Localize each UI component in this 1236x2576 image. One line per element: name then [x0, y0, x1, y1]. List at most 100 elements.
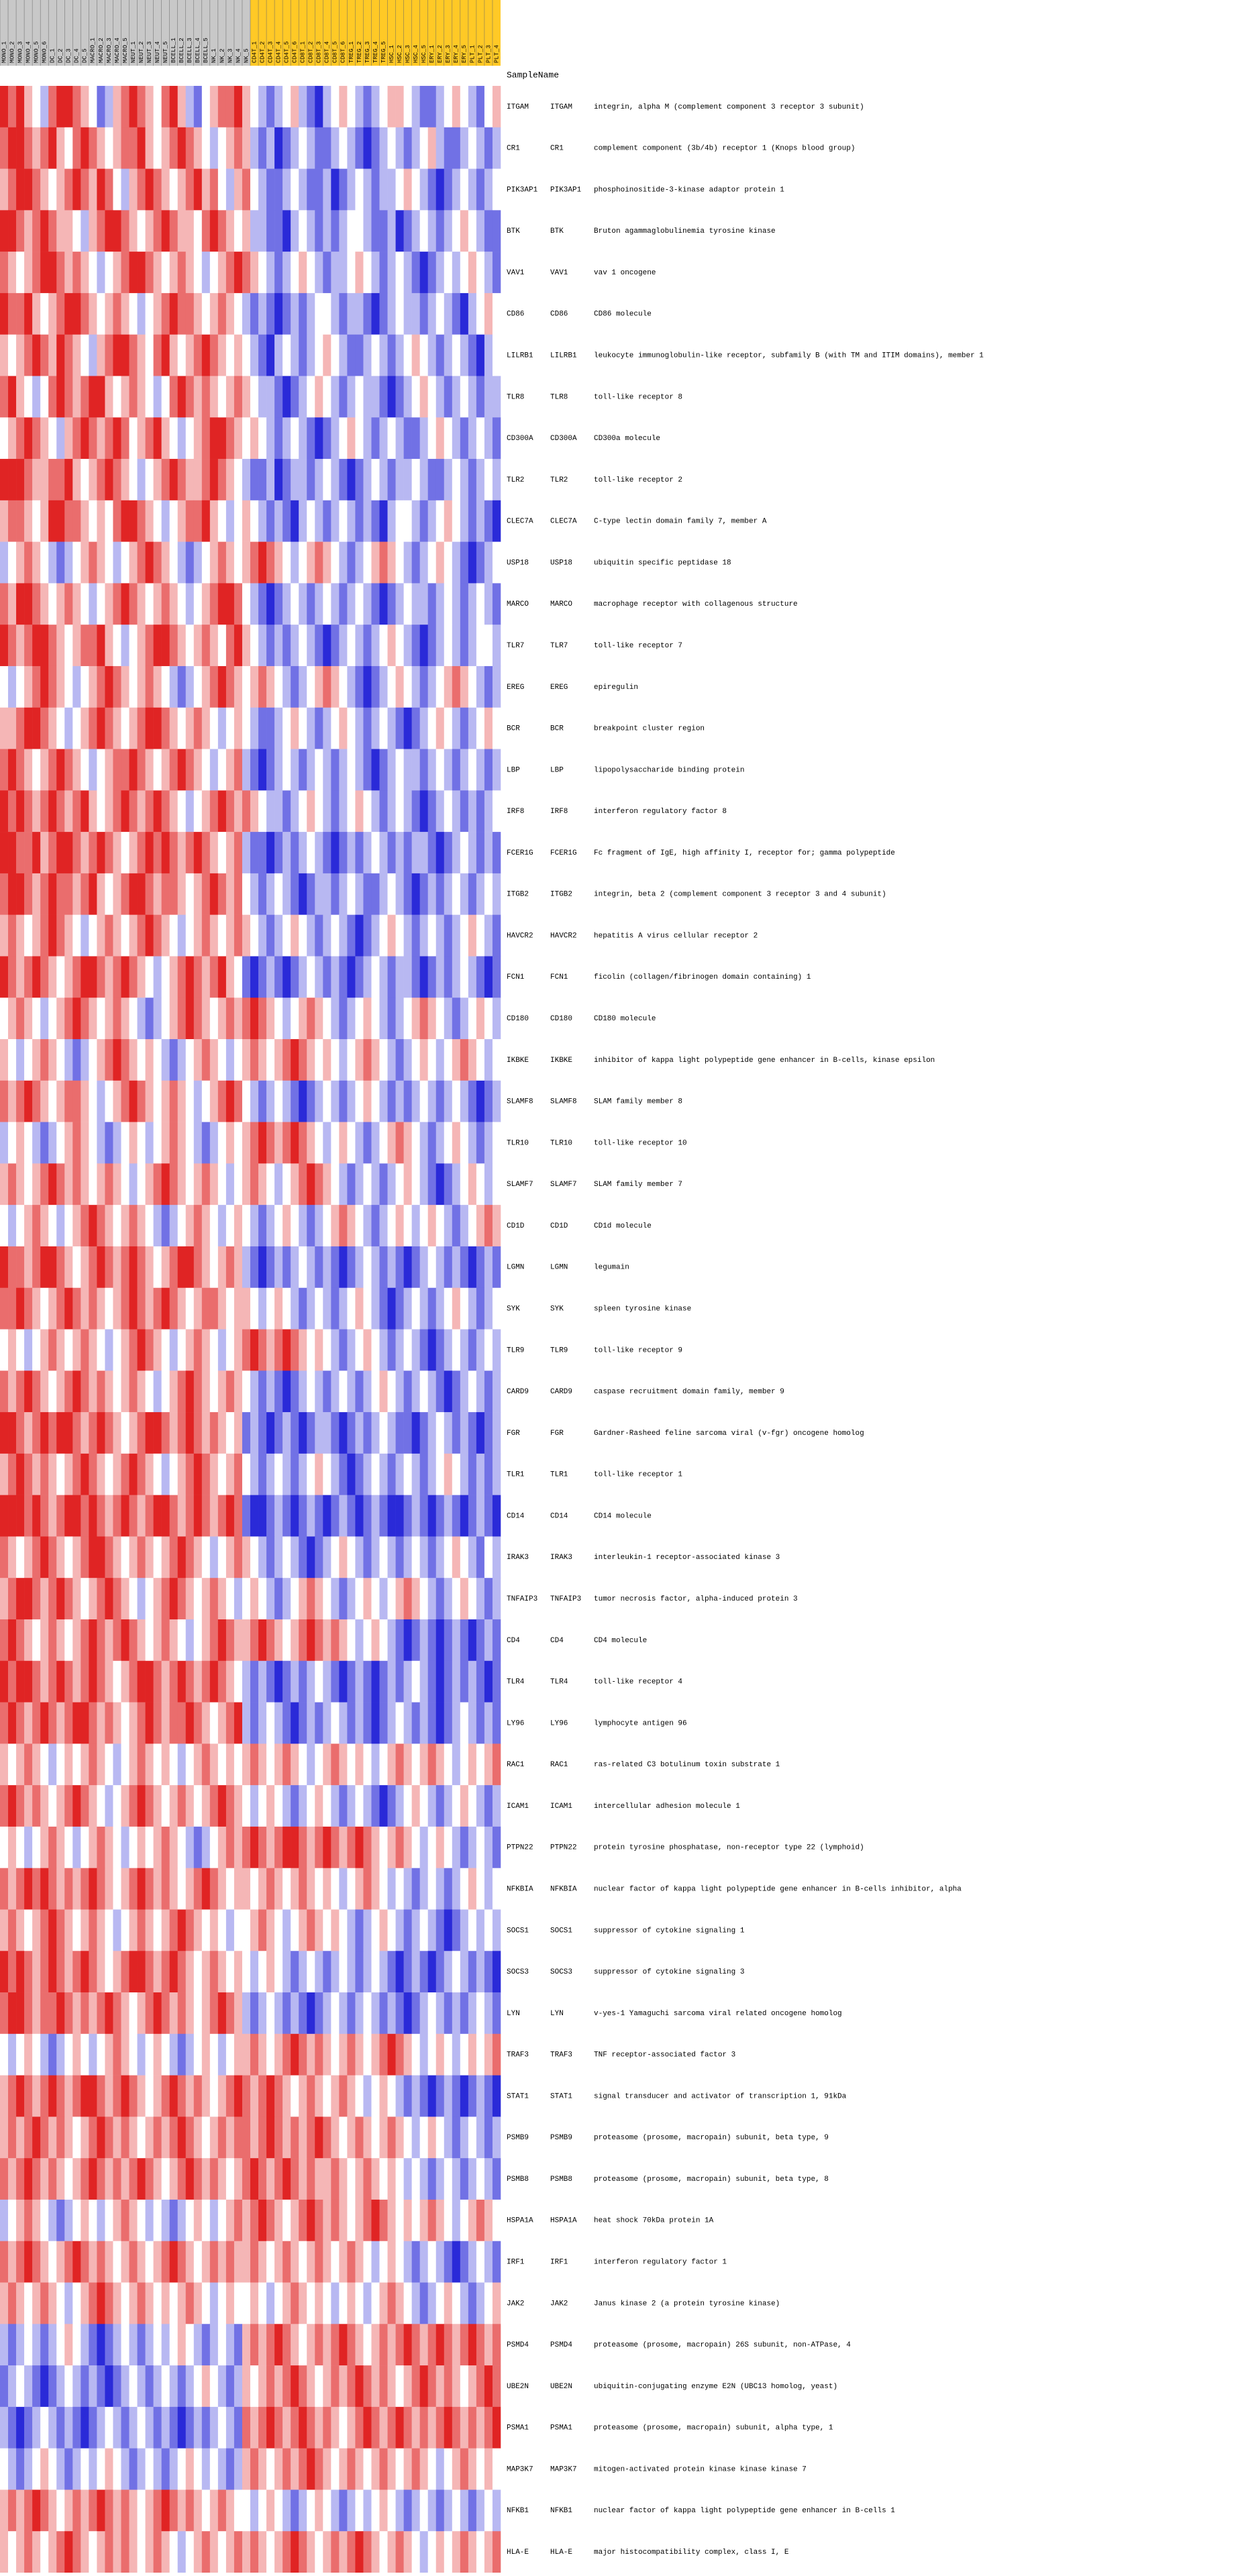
- heatmap-cell: [129, 1785, 138, 1827]
- heatmap-cell: [225, 2365, 235, 2408]
- heatmap-cell: [331, 1743, 340, 1786]
- heatmap-cell: [24, 1951, 33, 1993]
- column-label: MACRO_1: [90, 38, 97, 63]
- heatmap-cell: [347, 459, 356, 501]
- heatmap-cell: [427, 790, 437, 833]
- heatmap-cell: [201, 1909, 211, 1951]
- heatmap-cell: [331, 583, 340, 625]
- heatmap-cell: [16, 2199, 25, 2242]
- heatmap-cell: [444, 2365, 453, 2408]
- heatmap-cell: [363, 210, 372, 252]
- heatmap-cell: [323, 1992, 331, 2035]
- heatmap-cell: [492, 1246, 501, 1289]
- heatmap-cell: [32, 127, 41, 169]
- heatmap-cell: [395, 2282, 404, 2324]
- heatmap-cell: [113, 2199, 121, 2242]
- heatmap-cell: [460, 832, 469, 874]
- row-description: nuclear factor of kappa light polypeptid…: [594, 1885, 962, 1893]
- heatmap-cell: [234, 1660, 243, 1703]
- heatmap-cell: [0, 2158, 9, 2200]
- heatmap-cell: [217, 252, 227, 294]
- heatmap-cell: [16, 1743, 25, 1786]
- heatmap-cell: [72, 749, 81, 791]
- heatmap-cell: [444, 1453, 453, 1495]
- heatmap-cell: [81, 1246, 89, 1289]
- heatmap-cell: [395, 1785, 404, 1827]
- heatmap-cell: [411, 2075, 420, 2117]
- heatmap-cell: [225, 459, 235, 501]
- heatmap-cell: [16, 1080, 25, 1122]
- heatmap-cell: [225, 873, 235, 915]
- heatmap-cell: [161, 2531, 170, 2573]
- heatmap-cell: [299, 1329, 307, 1371]
- heatmap-cell: [64, 210, 73, 252]
- heatmap-cell: [315, 1453, 323, 1495]
- heatmap-cell: [153, 1122, 162, 1164]
- heatmap-cell: [161, 210, 170, 252]
- heatmap-cell: [347, 376, 356, 418]
- heatmap-cell: [72, 1495, 81, 1537]
- heatmap-cell: [266, 2033, 275, 2076]
- heatmap-cell: [56, 1287, 65, 1330]
- heatmap-cell: [395, 998, 404, 1040]
- heatmap-cell: [64, 914, 73, 957]
- row-description: hepatitis A virus cellular receptor 2: [594, 932, 758, 940]
- heatmap-cell: [97, 2282, 105, 2324]
- heatmap-cell: [193, 1868, 203, 1910]
- heatmap-cell: [476, 873, 485, 915]
- heatmap-cell: [161, 1619, 170, 1662]
- heatmap-cell: [137, 2489, 146, 2532]
- heatmap-cell: [177, 2531, 187, 2573]
- heatmap-cell: [0, 1951, 9, 1993]
- heatmap-cell: [185, 625, 195, 667]
- heatmap-cell: [201, 956, 211, 998]
- heatmap-cell: [72, 665, 81, 708]
- heatmap-cell: [137, 1371, 146, 1413]
- heatmap-cell: [185, 707, 195, 749]
- heatmap-cell: [145, 210, 154, 252]
- heatmap-cell: [307, 2489, 315, 2532]
- heatmap-cell: [347, 1412, 356, 1454]
- heatmap-cell: [307, 749, 315, 791]
- heatmap-cell: [0, 1371, 9, 1413]
- heatmap-cell: [177, 1122, 187, 1164]
- heatmap-cell: [97, 1371, 105, 1413]
- heatmap-cell: [444, 707, 453, 749]
- heatmap-cell: [24, 1868, 33, 1910]
- heatmap-cell: [444, 2489, 453, 2532]
- heatmap-cell: [169, 2365, 178, 2408]
- heatmap-cell: [355, 1039, 364, 1081]
- row-probe: ITGB2: [550, 891, 572, 899]
- heatmap-cell: [258, 956, 267, 998]
- heatmap-cell: [105, 1951, 113, 1993]
- heatmap-cell: [64, 1785, 73, 1827]
- heatmap-cell: [468, 1785, 477, 1827]
- heatmap-cell: [484, 292, 493, 335]
- heatmap-cell: [476, 665, 485, 708]
- heatmap-cell: [121, 583, 130, 625]
- heatmap-cell: [64, 583, 73, 625]
- heatmap-cell: [32, 1495, 41, 1537]
- heatmap-cell: [16, 790, 25, 833]
- heatmap-cell: [201, 168, 211, 211]
- heatmap-cell: [129, 914, 138, 957]
- heatmap-cell: [452, 1453, 461, 1495]
- heatmap-cell: [121, 1951, 130, 1993]
- heatmap-cell: [32, 417, 41, 460]
- heatmap-cell: [169, 749, 178, 791]
- heatmap-cell: [476, 2033, 485, 2076]
- heatmap-cell: [274, 873, 283, 915]
- heatmap-cell: [209, 1246, 219, 1289]
- heatmap-cell: [16, 1660, 25, 1703]
- heatmap-cell: [24, 2365, 33, 2408]
- heatmap-cell: [363, 1453, 372, 1495]
- heatmap-cell: [379, 127, 388, 169]
- heatmap-cell: [113, 2033, 121, 2076]
- heatmap-cell: [121, 541, 130, 584]
- row-description: ficolin (collagen/fibrinogen domain cont…: [594, 973, 811, 981]
- heatmap-cell: [468, 1868, 477, 1910]
- heatmap-cell: [460, 1329, 469, 1371]
- heatmap-cell: [379, 873, 388, 915]
- heatmap-cell: [137, 252, 146, 294]
- heatmap-cell: [153, 541, 162, 584]
